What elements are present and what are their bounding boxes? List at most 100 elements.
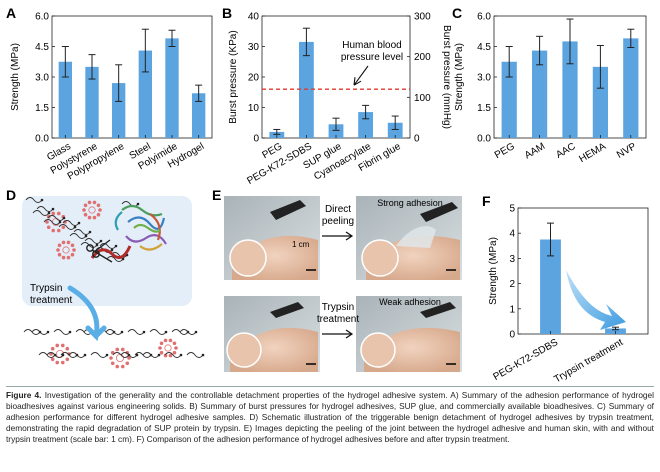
micelle-dot — [92, 215, 97, 220]
chain-end — [73, 225, 77, 229]
polymer-chain — [179, 329, 197, 335]
x-tick-label: AAM — [523, 141, 547, 161]
micelle-dot — [115, 347, 120, 352]
micelle-dot — [67, 352, 71, 356]
micelle-dot — [61, 240, 66, 245]
micelle-dot — [168, 353, 173, 358]
arrow-right-icon — [322, 231, 354, 241]
x-tick-label: PEG-K72-SDBS — [491, 337, 560, 383]
micelle-dot — [46, 225, 51, 230]
reference-label-line2: pressure level — [341, 52, 403, 63]
polymer-chain — [62, 220, 80, 226]
micelle-dot — [50, 357, 55, 362]
micelle-dot — [168, 338, 173, 343]
micelle-dot — [65, 357, 70, 362]
bar — [623, 38, 639, 138]
polymer-network-degraded — [23, 329, 205, 369]
micelle-dot — [66, 255, 71, 260]
panel-d-label-line2: treatment — [30, 295, 72, 306]
bar — [501, 61, 517, 138]
bar — [138, 50, 152, 138]
micelle-dot — [159, 350, 164, 355]
polymer-chain — [142, 352, 160, 358]
micelle-dot — [174, 346, 178, 350]
micelle-core — [62, 246, 70, 254]
micelle-dot — [57, 243, 62, 248]
chain-end — [83, 353, 87, 357]
polymer-chain — [127, 329, 145, 335]
micelle-dot — [55, 343, 60, 348]
reference-label-line1: Human blood — [342, 40, 401, 51]
arrow-right-icon — [322, 329, 354, 339]
plot-frame — [51, 15, 213, 139]
photo-weak-adhesion — [356, 296, 462, 372]
strong-adhesion-label: Strong adhesion — [377, 198, 443, 208]
y-tick-label: 0 — [509, 330, 515, 341]
bar — [192, 93, 206, 138]
x-tick-label: AAC — [554, 141, 577, 161]
micelle-dot — [45, 220, 49, 224]
micelle-dot — [96, 212, 101, 217]
micelle-dot — [110, 361, 115, 366]
y-tick-label: 5 — [509, 204, 515, 215]
bar — [358, 112, 373, 138]
panel-label-e: E — [212, 187, 221, 203]
bar — [85, 66, 99, 138]
micelle-dot — [120, 347, 125, 352]
chain-end — [77, 221, 81, 225]
micelle-dot — [61, 255, 66, 260]
panel-label-d: D — [6, 187, 16, 203]
y-tick-label: 3.0 — [35, 73, 49, 84]
micelle-dot — [83, 212, 88, 217]
y-tick-label: 3.0 — [477, 73, 491, 84]
figure-4: A B C D E F 0.0 1.5 3.0 4.5 6.0 Strength (MPa… — [6, 5, 649, 385]
polymer-chain — [43, 219, 61, 225]
trypsin-protein-icon — [114, 204, 167, 251]
polymer-chain — [186, 352, 204, 358]
micelle-dot — [66, 240, 71, 245]
y-tick-label: 10 — [248, 103, 260, 114]
chain-end — [110, 248, 114, 252]
micelle-core — [116, 353, 125, 362]
y-tick-label: 2 — [509, 279, 515, 290]
micelle-dot — [55, 360, 60, 365]
micelle-dot — [70, 252, 75, 257]
y-axis-label: Burst pressure (KPa) — [228, 30, 239, 123]
micelle-dot — [163, 338, 168, 343]
y-tick-label: 6.0 — [477, 12, 491, 23]
caption-divider — [6, 386, 654, 387]
decrease-arrow-icon — [566, 270, 626, 330]
polymer-chain — [31, 329, 49, 335]
micelle-dot — [83, 203, 88, 208]
y2-tick-label: 300 — [414, 12, 431, 23]
polymer-chain — [46, 352, 64, 358]
chain-end — [194, 330, 198, 334]
plot-frame — [517, 207, 649, 335]
chain-end — [135, 353, 139, 357]
micelle-dot — [125, 361, 130, 366]
chain-end — [46, 330, 50, 334]
top-arrow-label-line2: peeling — [322, 216, 354, 227]
chain-end — [51, 207, 55, 211]
micelle-dot — [172, 341, 177, 346]
y-tick-label: 4 — [509, 229, 515, 240]
chain-end — [40, 198, 44, 202]
panel-label-c: C — [452, 5, 462, 21]
panel-label-a: A — [6, 5, 16, 21]
chain-end — [47, 211, 51, 215]
polymer-chain — [25, 197, 43, 203]
y-tick-label: 3 — [509, 254, 515, 265]
y-tick-label: 1.5 — [477, 103, 491, 114]
polymer-chain — [36, 206, 54, 212]
x-tick-label: HEMA — [577, 141, 608, 165]
bar — [165, 38, 179, 138]
micelle-core — [164, 344, 172, 352]
chain-end — [88, 230, 92, 234]
polymer-chain — [68, 352, 86, 358]
panel-label-f: F — [482, 193, 491, 209]
micelle-dot — [87, 200, 92, 205]
micelle-dot — [159, 341, 164, 346]
polymer-chain — [120, 352, 138, 358]
chain-end — [84, 234, 88, 238]
y-tick-label: 4.5 — [35, 42, 49, 53]
